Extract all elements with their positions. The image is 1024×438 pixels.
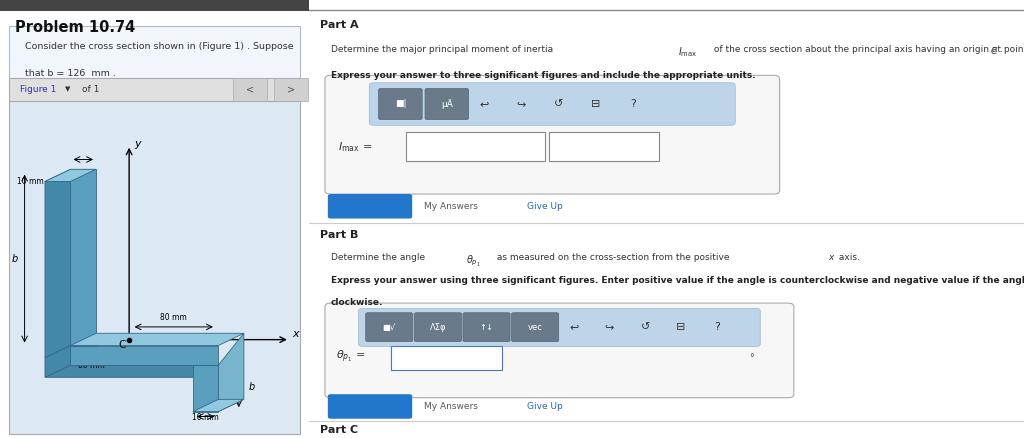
Text: b: b (249, 381, 255, 392)
Polygon shape (45, 365, 218, 377)
Bar (9, 101, 300, 434)
Text: ⊟: ⊟ (676, 322, 686, 332)
Text: ↪: ↪ (517, 99, 526, 109)
Text: 80 mm: 80 mm (160, 313, 186, 322)
Text: My Answers: My Answers (424, 402, 477, 411)
FancyBboxPatch shape (366, 313, 413, 342)
Text: $I_{\rm max}$: $I_{\rm max}$ (678, 45, 697, 59)
Polygon shape (45, 169, 71, 358)
Text: °: ° (749, 353, 754, 363)
Text: >: > (287, 85, 295, 94)
Text: that b = 126  mm .: that b = 126 mm . (25, 69, 116, 78)
Text: ▼: ▼ (65, 86, 71, 92)
Text: Value: Value (460, 141, 490, 151)
Bar (391, 346, 502, 370)
Text: $I_{\rm max}$ =: $I_{\rm max}$ = (338, 140, 372, 154)
Text: My Answers: My Answers (424, 202, 477, 211)
Text: Part B: Part B (319, 230, 358, 240)
FancyBboxPatch shape (463, 313, 510, 342)
Text: Give Up: Give Up (527, 202, 563, 211)
Text: y: y (134, 139, 141, 149)
Text: .: . (1000, 45, 1004, 54)
Polygon shape (193, 399, 244, 412)
Text: μÄ: μÄ (441, 99, 453, 109)
FancyBboxPatch shape (325, 75, 779, 194)
Text: $\theta_{p_1}$: $\theta_{p_1}$ (467, 253, 481, 268)
Text: Part A: Part A (319, 20, 358, 30)
Text: Submit: Submit (350, 402, 390, 411)
Text: Part C: Part C (319, 425, 358, 435)
Text: ↺: ↺ (640, 322, 650, 332)
Text: Express your answer using three significant figures. Enter positive value if the: Express your answer using three signific… (331, 276, 1024, 285)
Text: ⊟: ⊟ (591, 99, 600, 109)
Polygon shape (193, 365, 218, 412)
Bar (549, 132, 659, 161)
Polygon shape (71, 169, 96, 346)
Text: ?: ? (630, 99, 636, 109)
Text: ↩: ↩ (569, 322, 579, 332)
Text: $C$: $C$ (989, 45, 998, 56)
Text: Units: Units (590, 141, 618, 151)
Text: x: x (828, 253, 834, 262)
Text: ↺: ↺ (554, 99, 563, 109)
Text: ■|: ■| (394, 99, 407, 108)
Text: Determine the major principal moment of inertia: Determine the major principal moment of … (331, 45, 556, 54)
Bar (9, 78, 300, 101)
FancyBboxPatch shape (425, 88, 469, 120)
Text: Express your answer to three significant figures and include the appropriate uni: Express your answer to three significant… (331, 71, 756, 80)
Text: Problem 10.74: Problem 10.74 (15, 20, 136, 35)
FancyBboxPatch shape (328, 394, 413, 419)
Text: $\theta_{p_1}$ =: $\theta_{p_1}$ = (337, 349, 366, 365)
FancyBboxPatch shape (379, 88, 422, 120)
Text: b: b (12, 254, 18, 264)
Polygon shape (71, 346, 218, 365)
FancyBboxPatch shape (328, 194, 413, 219)
Text: x: x (292, 329, 299, 339)
Polygon shape (218, 333, 244, 412)
FancyBboxPatch shape (358, 308, 760, 346)
FancyBboxPatch shape (233, 78, 267, 101)
Text: <: < (247, 85, 255, 94)
Text: 10 mm: 10 mm (17, 177, 44, 186)
Text: clockwise.: clockwise. (331, 298, 383, 307)
Text: axis.: axis. (836, 253, 860, 262)
Text: ↪: ↪ (605, 322, 614, 332)
FancyBboxPatch shape (273, 78, 307, 101)
Text: Submit: Submit (350, 201, 390, 211)
Polygon shape (45, 346, 71, 377)
Text: ■√: ■√ (383, 323, 396, 332)
Bar (0, 0, 309, 11)
Polygon shape (71, 333, 244, 346)
Text: Determine the angle: Determine the angle (331, 253, 428, 262)
Text: Consider the cross section shown in (Figure 1) . Suppose: Consider the cross section shown in (Fig… (25, 42, 293, 51)
Text: vec: vec (527, 323, 543, 332)
Text: Give Up: Give Up (527, 402, 563, 411)
Text: ↩: ↩ (479, 99, 489, 109)
Text: ↑↓: ↑↓ (479, 323, 494, 332)
Text: 10 mm: 10 mm (138, 351, 166, 360)
Text: 10 mm: 10 mm (193, 413, 219, 422)
FancyBboxPatch shape (512, 313, 559, 342)
Text: as measured on the cross-section from the positive: as measured on the cross-section from th… (494, 253, 732, 262)
Text: of the cross section about the principal axis having an origin at point: of the cross section about the principal… (711, 45, 1024, 54)
Bar (406, 132, 545, 161)
FancyBboxPatch shape (370, 83, 735, 125)
Text: ΛΣφ: ΛΣφ (430, 323, 446, 332)
Text: 80 mm: 80 mm (78, 361, 104, 370)
Polygon shape (45, 169, 96, 181)
Text: of 1: of 1 (82, 85, 99, 94)
Text: C: C (118, 340, 125, 350)
Text: Figure 1: Figure 1 (20, 85, 56, 94)
FancyBboxPatch shape (325, 303, 794, 398)
Text: ?: ? (714, 322, 720, 332)
FancyBboxPatch shape (415, 313, 462, 342)
FancyBboxPatch shape (9, 26, 300, 92)
